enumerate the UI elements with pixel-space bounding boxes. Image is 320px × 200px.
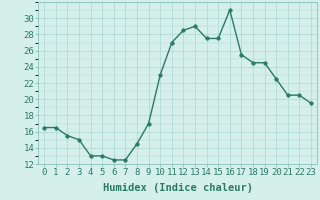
X-axis label: Humidex (Indice chaleur): Humidex (Indice chaleur) (103, 183, 252, 193)
